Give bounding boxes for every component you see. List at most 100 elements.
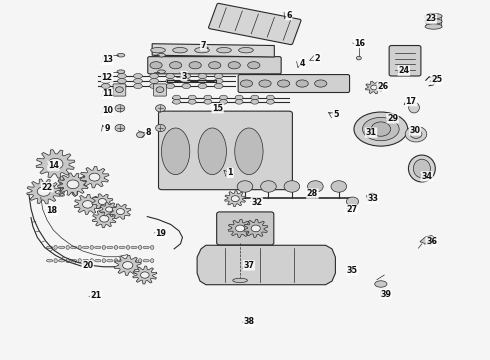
- Ellipse shape: [198, 128, 226, 175]
- Ellipse shape: [247, 62, 260, 69]
- Ellipse shape: [66, 246, 70, 249]
- Polygon shape: [80, 166, 109, 188]
- Text: 20: 20: [82, 261, 93, 270]
- Ellipse shape: [228, 62, 241, 69]
- Text: 27: 27: [346, 205, 357, 214]
- Ellipse shape: [119, 246, 125, 249]
- Ellipse shape: [204, 99, 212, 104]
- Circle shape: [99, 215, 109, 222]
- Ellipse shape: [114, 259, 118, 263]
- Text: 21: 21: [91, 291, 101, 300]
- Circle shape: [122, 262, 133, 269]
- Ellipse shape: [189, 62, 201, 69]
- Ellipse shape: [134, 73, 143, 78]
- Ellipse shape: [204, 95, 212, 100]
- FancyBboxPatch shape: [154, 84, 166, 96]
- Ellipse shape: [195, 48, 209, 53]
- Ellipse shape: [59, 178, 65, 181]
- Ellipse shape: [150, 246, 154, 249]
- Circle shape: [410, 130, 422, 138]
- Ellipse shape: [126, 259, 130, 263]
- Ellipse shape: [54, 259, 57, 263]
- Text: 28: 28: [307, 189, 318, 198]
- Circle shape: [115, 125, 125, 132]
- Ellipse shape: [217, 48, 231, 53]
- Ellipse shape: [59, 189, 65, 191]
- Ellipse shape: [60, 189, 64, 193]
- Ellipse shape: [150, 259, 154, 263]
- Ellipse shape: [60, 179, 64, 183]
- Text: 24: 24: [398, 66, 409, 75]
- Text: 16: 16: [354, 39, 366, 48]
- Ellipse shape: [134, 78, 143, 84]
- Ellipse shape: [368, 193, 376, 201]
- Text: 15: 15: [212, 104, 223, 113]
- Ellipse shape: [277, 80, 290, 87]
- Ellipse shape: [425, 19, 442, 24]
- Circle shape: [106, 207, 113, 212]
- Ellipse shape: [107, 260, 113, 262]
- Ellipse shape: [73, 192, 76, 197]
- Ellipse shape: [59, 191, 65, 194]
- Ellipse shape: [59, 184, 65, 186]
- FancyBboxPatch shape: [209, 3, 301, 45]
- Ellipse shape: [131, 260, 137, 262]
- Text: 14: 14: [48, 161, 59, 170]
- Ellipse shape: [90, 259, 94, 263]
- Ellipse shape: [101, 84, 110, 89]
- Text: 3: 3: [181, 72, 187, 81]
- Polygon shape: [228, 220, 252, 237]
- Circle shape: [156, 105, 165, 112]
- Text: 35: 35: [347, 266, 358, 275]
- Ellipse shape: [170, 62, 182, 69]
- Polygon shape: [99, 202, 119, 216]
- Ellipse shape: [54, 246, 57, 249]
- Ellipse shape: [73, 192, 76, 196]
- Polygon shape: [197, 245, 335, 285]
- Ellipse shape: [161, 128, 190, 175]
- Polygon shape: [152, 44, 274, 57]
- Ellipse shape: [150, 84, 159, 89]
- Ellipse shape: [118, 78, 126, 84]
- Ellipse shape: [235, 99, 243, 104]
- Text: 18: 18: [47, 206, 57, 215]
- Ellipse shape: [150, 73, 159, 78]
- Ellipse shape: [114, 246, 118, 249]
- Text: 22: 22: [42, 183, 53, 192]
- Ellipse shape: [95, 246, 101, 249]
- Ellipse shape: [59, 194, 65, 196]
- Polygon shape: [36, 150, 75, 178]
- Circle shape: [116, 87, 123, 93]
- Ellipse shape: [409, 102, 419, 113]
- Circle shape: [82, 201, 93, 208]
- Text: 32: 32: [251, 198, 262, 207]
- Text: 6: 6: [286, 10, 292, 19]
- Ellipse shape: [172, 99, 180, 104]
- Ellipse shape: [158, 70, 165, 73]
- Ellipse shape: [78, 259, 81, 263]
- Text: 23: 23: [425, 14, 436, 23]
- Ellipse shape: [60, 192, 64, 196]
- Ellipse shape: [117, 53, 125, 57]
- Ellipse shape: [60, 176, 64, 180]
- Circle shape: [48, 158, 63, 170]
- Circle shape: [98, 199, 106, 204]
- Circle shape: [137, 132, 145, 138]
- Ellipse shape: [214, 73, 223, 78]
- Ellipse shape: [150, 62, 162, 69]
- Ellipse shape: [138, 246, 142, 249]
- Text: 26: 26: [377, 82, 389, 91]
- Ellipse shape: [119, 260, 125, 262]
- Ellipse shape: [143, 246, 149, 249]
- Ellipse shape: [346, 197, 359, 206]
- Ellipse shape: [150, 78, 159, 84]
- Circle shape: [261, 181, 276, 192]
- Ellipse shape: [239, 48, 253, 53]
- Circle shape: [405, 126, 427, 142]
- Ellipse shape: [72, 191, 78, 193]
- Text: 5: 5: [334, 110, 339, 119]
- Text: 10: 10: [102, 106, 113, 115]
- Polygon shape: [92, 210, 116, 228]
- Ellipse shape: [60, 181, 64, 185]
- Circle shape: [141, 272, 149, 278]
